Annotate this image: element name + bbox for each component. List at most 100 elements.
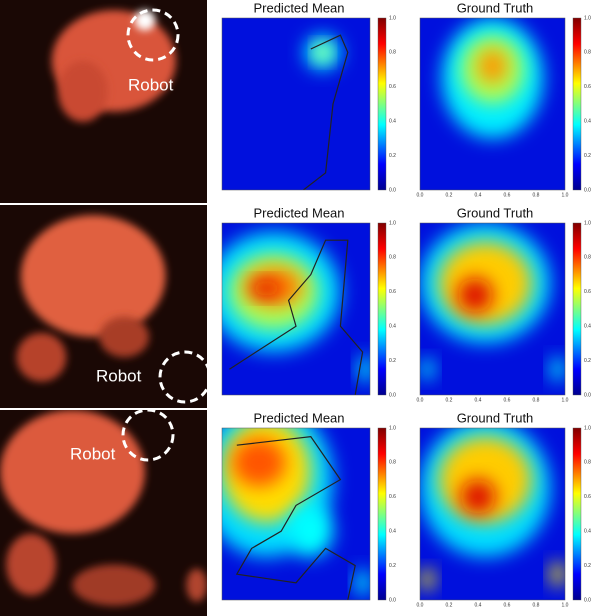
x-tick-label: 0.8 xyxy=(533,192,540,198)
heatmap-frame xyxy=(221,222,371,396)
figure-row: Robot Predicted Mean 1.0 0.8 0.6 0.4 0.2 0.0 Gro… xyxy=(0,410,591,616)
colorbar-tick-label: 0.6 xyxy=(389,289,396,295)
x-tick-label: 1.0 xyxy=(562,602,569,608)
heat-blob xyxy=(232,438,286,487)
colorbar-tick-label: 0.6 xyxy=(389,84,396,90)
colorbar-tick-label: 0.8 xyxy=(389,255,396,261)
photo-blob xyxy=(0,410,145,534)
heatmap xyxy=(222,18,370,190)
panel-title: Predicted Mean xyxy=(253,205,344,220)
figure-row: Robot Predicted Mean 1.0 0.8 0.6 0.4 0.2 0.0 Gro… xyxy=(0,0,591,203)
heatmap xyxy=(420,428,565,600)
heat-blob xyxy=(288,505,333,557)
x-tick-label: 0.8 xyxy=(533,602,540,608)
panel-title: Predicted Mean xyxy=(253,410,344,425)
colorbar-tick-label: 0.0 xyxy=(584,597,591,603)
figure-row: Robot Predicted Mean 1.0 0.8 0.6 0.4 0.2 0.0 Gro… xyxy=(0,205,591,408)
heatmap-frame xyxy=(419,427,566,601)
heatmap-frame xyxy=(419,222,566,396)
colorbar-tick-label: 0.4 xyxy=(584,119,591,125)
heat-blob xyxy=(550,562,565,587)
x-tick-label: 0.0 xyxy=(417,397,424,403)
heatmap-frame xyxy=(419,17,566,191)
colorbar-tick-label: 1.0 xyxy=(584,425,591,431)
x-tick-label: 0.2 xyxy=(446,602,453,608)
heat-blob xyxy=(550,357,565,382)
robot-marker xyxy=(121,410,175,462)
colorbar-tick-label: 0.0 xyxy=(389,597,396,603)
x-tick-label: 0.6 xyxy=(504,192,511,198)
robot-label: Robot xyxy=(96,366,142,385)
panel-title: Ground Truth xyxy=(457,205,534,220)
photo-blob xyxy=(16,332,67,382)
colorbar xyxy=(572,222,582,396)
heatmap-bg xyxy=(222,18,370,190)
heatmap xyxy=(420,223,565,395)
photo-blob xyxy=(99,316,150,358)
heatmap-frame xyxy=(221,427,371,601)
heat-blob xyxy=(460,479,496,514)
robot-marker xyxy=(126,8,180,62)
colorbar-tick-label: 0.8 xyxy=(584,255,591,261)
colorbar-tick-label: 0.2 xyxy=(389,153,396,159)
heatmap xyxy=(420,18,565,190)
x-tick-label: 1.0 xyxy=(562,397,569,403)
colorbar-tick-label: 1.0 xyxy=(389,220,396,226)
colorbar-tick-label: 0.0 xyxy=(584,392,591,398)
colorbar-tick-label: 0.6 xyxy=(584,289,591,295)
photo-blob xyxy=(72,564,156,606)
colorbar-tick-label: 0.6 xyxy=(584,84,591,90)
colorbar-tick-label: 0.8 xyxy=(584,50,591,56)
robot-path xyxy=(229,239,364,395)
colorbar-tick-label: 1.0 xyxy=(584,15,591,21)
colorbar xyxy=(572,427,582,601)
heatmap xyxy=(222,428,370,600)
colorbar-tick-label: 0.2 xyxy=(584,563,591,569)
colorbar xyxy=(572,17,582,191)
heat-blob xyxy=(420,569,435,590)
x-tick-label: 0.4 xyxy=(475,602,482,608)
colorbar xyxy=(377,222,387,396)
heat-blob xyxy=(315,43,331,62)
heat-blob xyxy=(355,569,370,597)
x-tick-label: 0.0 xyxy=(417,192,424,198)
heatmap-frame xyxy=(221,17,371,191)
photo-blob xyxy=(186,568,207,602)
photo-blob xyxy=(134,10,156,31)
x-tick-label: 1.0 xyxy=(562,192,569,198)
panel-title: Ground Truth xyxy=(457,410,534,425)
colorbar-tick-label: 0.2 xyxy=(389,563,396,569)
colorbar-tick-label: 0.6 xyxy=(389,494,396,500)
colorbar-tick-label: 0.4 xyxy=(389,119,396,125)
colorbar-tick-label: 0.2 xyxy=(584,153,591,159)
colorbar-tick-label: 1.0 xyxy=(584,220,591,226)
x-tick-label: 0.6 xyxy=(504,397,511,403)
x-tick-label: 0.4 xyxy=(475,397,482,403)
colorbar-tick-label: 0.0 xyxy=(584,187,591,193)
robot-label: Robot xyxy=(70,444,116,463)
colorbar-tick-label: 0.8 xyxy=(584,460,591,466)
colorbar-tick-label: 0.0 xyxy=(389,392,396,398)
panel-title: Ground Truth xyxy=(457,0,534,15)
colorbar-tick-label: 0.4 xyxy=(389,324,396,330)
heat-blob xyxy=(420,358,435,380)
photo-blob xyxy=(57,60,108,122)
x-tick-label: 0.6 xyxy=(504,602,511,608)
panel-title: Predicted Mean xyxy=(253,0,344,15)
heat-blob xyxy=(478,48,507,84)
colorbar xyxy=(377,427,387,601)
robot-photo xyxy=(0,0,207,203)
x-tick-label: 0.2 xyxy=(446,192,453,198)
colorbar-tick-label: 0.2 xyxy=(389,358,396,364)
robot-marker xyxy=(158,350,207,404)
heat-blob xyxy=(457,278,493,313)
x-tick-label: 0.8 xyxy=(533,397,540,403)
colorbar-tick-label: 1.0 xyxy=(389,15,396,21)
colorbar-tick-label: 0.6 xyxy=(584,494,591,500)
heat-blob xyxy=(251,279,282,297)
colorbar-tick-label: 0.8 xyxy=(389,50,396,56)
robot-path xyxy=(235,435,356,600)
x-tick-label: 0.2 xyxy=(446,397,453,403)
colorbar-tick-label: 0.4 xyxy=(389,529,396,535)
